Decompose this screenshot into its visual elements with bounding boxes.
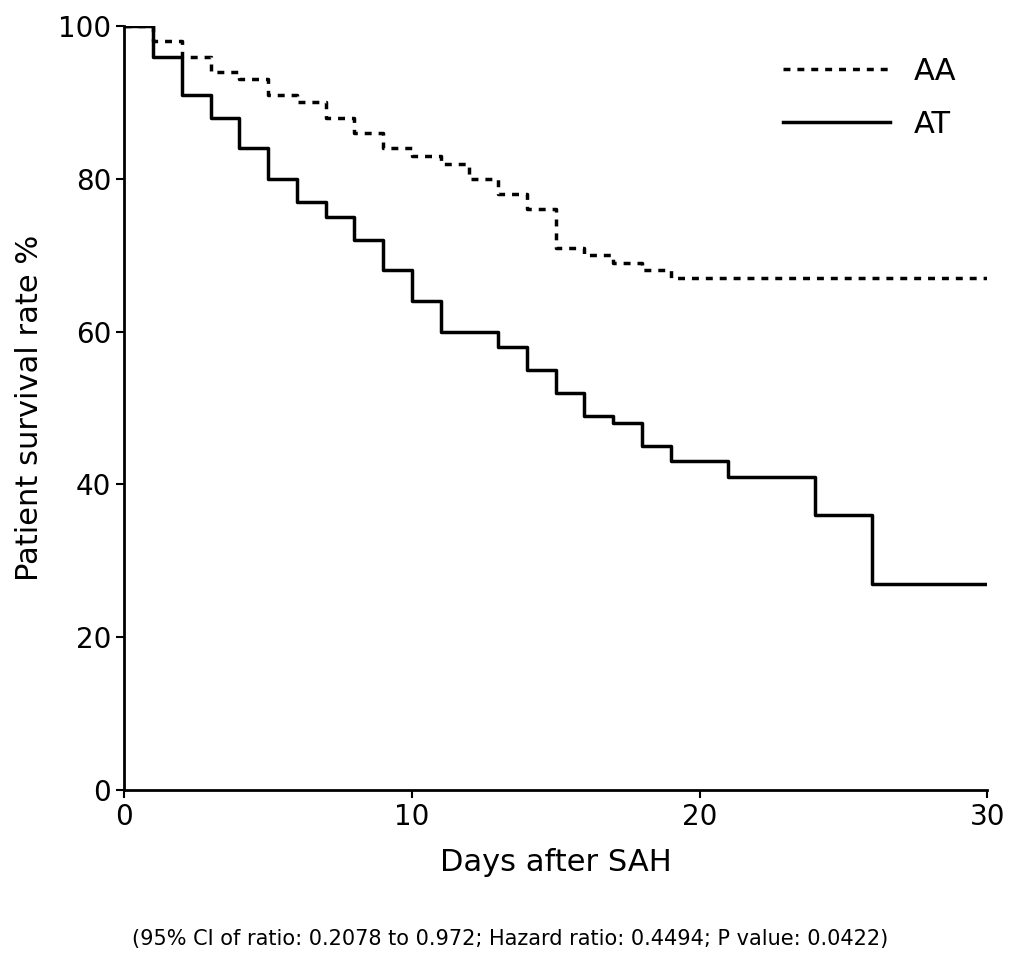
AA [319, 97, 331, 108]
AA [204, 51, 216, 62]
AA [664, 272, 677, 284]
AA [347, 112, 360, 124]
AA [521, 188, 533, 199]
AT [549, 387, 561, 399]
AT [118, 20, 130, 32]
Line: AA: AA [124, 26, 986, 278]
AT [377, 234, 389, 246]
AA [491, 173, 503, 184]
AT [980, 578, 993, 590]
AT [578, 387, 590, 399]
AA [549, 242, 561, 253]
AT [606, 409, 619, 421]
AA [578, 249, 590, 261]
AA [434, 158, 446, 170]
AA [491, 188, 503, 199]
AA [406, 143, 418, 154]
AA [175, 51, 187, 62]
Text: (95% CI of ratio: 0.2078 to 0.972; Hazard ratio: 0.4494; P value: 0.0422): (95% CI of ratio: 0.2078 to 0.972; Hazar… [131, 929, 888, 949]
AT [347, 211, 360, 222]
AA [980, 272, 993, 284]
AA [377, 128, 389, 139]
AT [664, 456, 677, 467]
AA [463, 158, 475, 170]
AA [635, 257, 647, 269]
AT [262, 173, 274, 184]
AA [204, 66, 216, 78]
AT [491, 341, 503, 353]
Line: AT: AT [124, 26, 986, 584]
AT [434, 295, 446, 307]
AA [347, 128, 360, 139]
AT [290, 173, 303, 184]
AT [377, 265, 389, 276]
AA [147, 20, 159, 32]
AA [406, 151, 418, 162]
AA [549, 203, 561, 215]
AA [664, 265, 677, 276]
AT [865, 578, 877, 590]
AT [319, 196, 331, 207]
AT [175, 51, 187, 62]
AT [463, 326, 475, 338]
AT [233, 112, 246, 124]
AA [233, 74, 246, 85]
AA [319, 112, 331, 124]
AT [290, 196, 303, 207]
AA [463, 173, 475, 184]
Legend: AA, AT: AA, AT [766, 41, 971, 154]
AT [147, 20, 159, 32]
Y-axis label: Patient survival rate %: Patient survival rate % [15, 235, 44, 581]
AA [290, 97, 303, 108]
AT [865, 509, 877, 521]
AA [262, 74, 274, 85]
AT [347, 234, 360, 246]
AA [434, 151, 446, 162]
AA [377, 143, 389, 154]
AT [721, 456, 734, 467]
AA [521, 203, 533, 215]
AT [204, 89, 216, 101]
AT [406, 265, 418, 276]
AT [578, 409, 590, 421]
AT [808, 509, 820, 521]
AT [262, 143, 274, 154]
AT [808, 471, 820, 482]
AT [406, 295, 418, 307]
AT [204, 112, 216, 124]
AT [635, 417, 647, 429]
AA [980, 272, 993, 284]
AT [319, 211, 331, 222]
AA [290, 89, 303, 101]
AT [521, 341, 533, 353]
AT [521, 364, 533, 376]
X-axis label: Days after SAH: Days after SAH [439, 848, 671, 877]
AT [606, 417, 619, 429]
AA [262, 89, 274, 101]
AT [491, 326, 503, 338]
AT [434, 326, 446, 338]
AT [233, 143, 246, 154]
AT [721, 471, 734, 482]
AA [606, 249, 619, 261]
AA [578, 242, 590, 253]
AT [147, 51, 159, 62]
AA [606, 257, 619, 269]
AA [147, 35, 159, 47]
AA [118, 20, 130, 32]
AT [175, 89, 187, 101]
AT [980, 578, 993, 590]
AT [664, 440, 677, 452]
AA [635, 265, 647, 276]
AT [549, 364, 561, 376]
AA [175, 35, 187, 47]
AA [233, 66, 246, 78]
AT [463, 326, 475, 338]
AT [635, 440, 647, 452]
